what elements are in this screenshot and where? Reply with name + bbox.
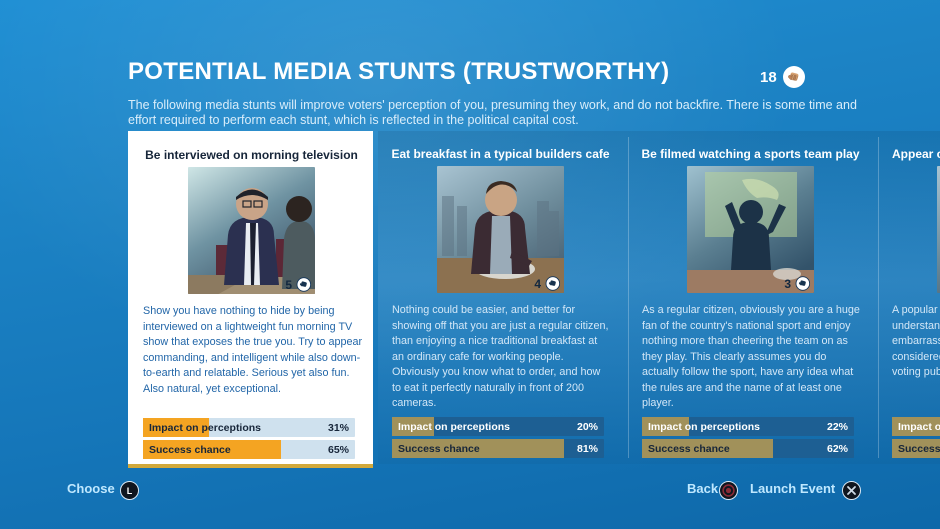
svg-text:L: L (127, 486, 133, 496)
